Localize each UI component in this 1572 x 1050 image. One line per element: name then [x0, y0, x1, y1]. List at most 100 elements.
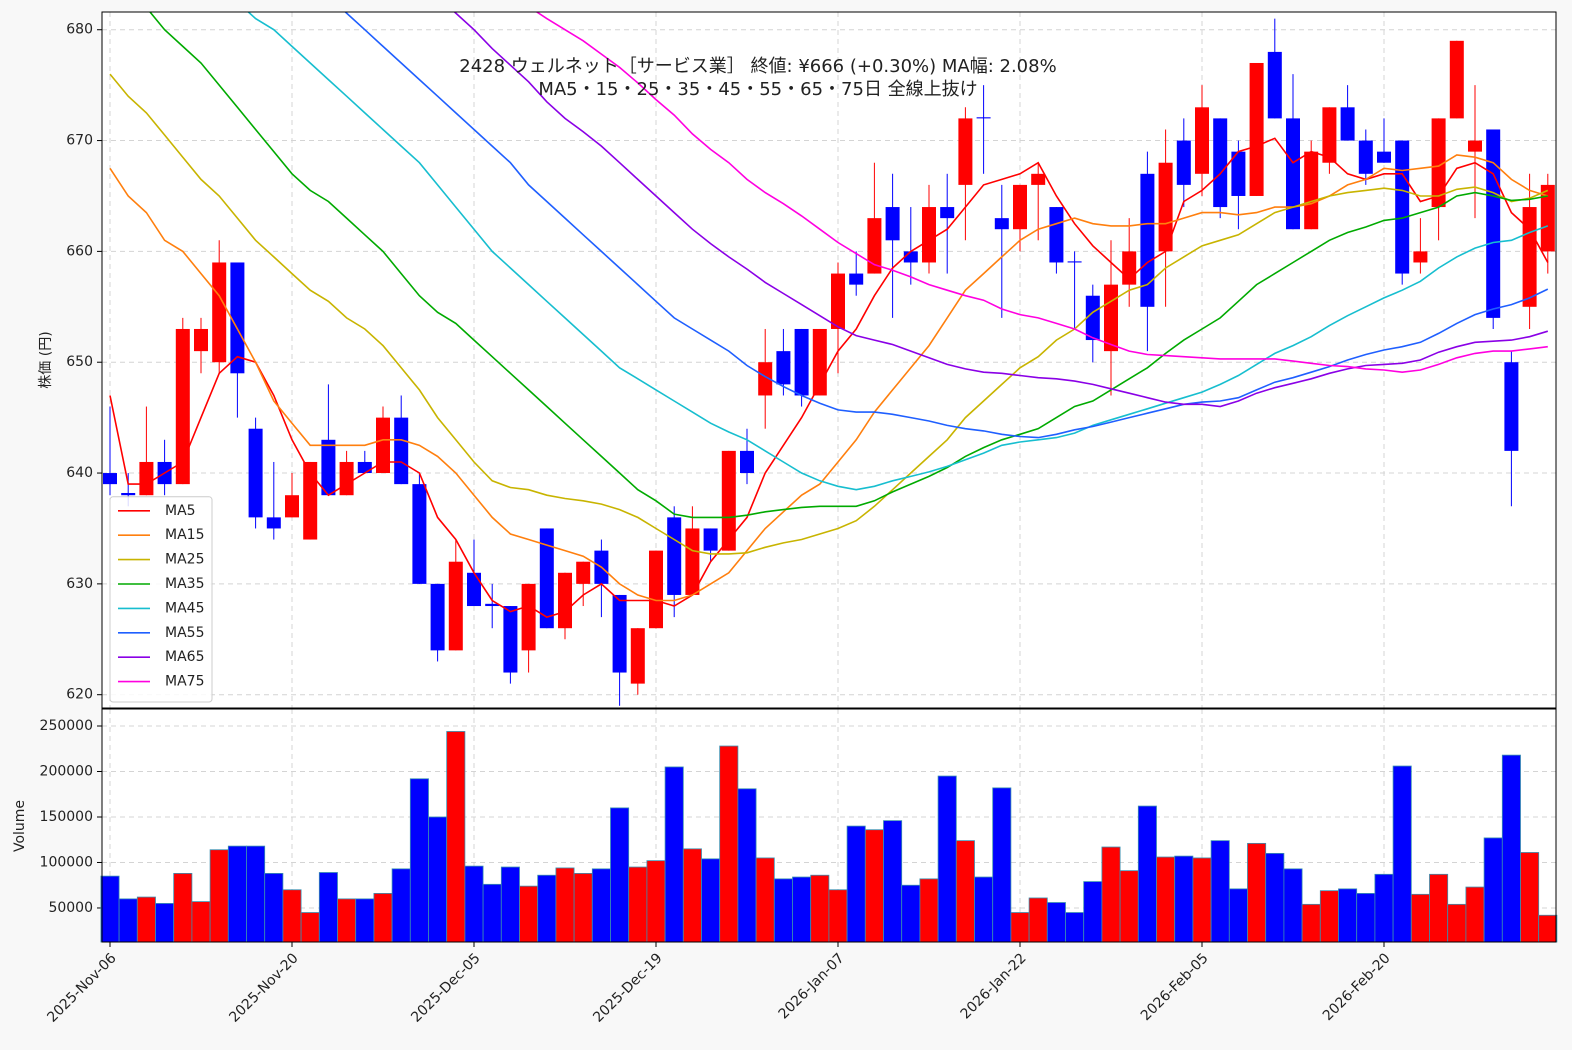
candle-body [503, 606, 518, 673]
candle-body [485, 603, 500, 607]
legend-box [109, 496, 213, 703]
candle-body [1104, 284, 1118, 352]
y-tick-label: 670 [66, 133, 93, 149]
candle-body [685, 528, 700, 595]
candle-body [721, 450, 736, 551]
candle-body [248, 428, 263, 518]
volume-bar [1046, 902, 1066, 943]
volume-bar [664, 766, 684, 943]
candle-body [1522, 207, 1537, 307]
y-tick-label: 250000 [40, 718, 93, 734]
x-tick-label: 2025-Nov-06 [44, 950, 119, 1025]
volume-bar [1156, 856, 1176, 943]
candle-body [1231, 151, 1246, 196]
volume-bar [118, 898, 138, 943]
volume-bar [1447, 903, 1467, 943]
volume-bar [1101, 846, 1121, 943]
candle-body [576, 561, 591, 584]
volume-bar [1410, 893, 1430, 943]
candle-body [1267, 51, 1282, 119]
legend-label: MA25 [165, 552, 204, 568]
y-tick-label: 630 [66, 576, 93, 592]
candle-body [885, 207, 900, 241]
x-tick-label: 2025-Nov-20 [226, 950, 301, 1025]
volume-bar [1538, 914, 1558, 943]
volume-bar [846, 825, 866, 943]
ma-line [535, 12, 1548, 374]
volume-bar [100, 875, 120, 943]
candle-body [903, 251, 918, 263]
volume-bar [1283, 868, 1303, 943]
chart-title: 2428 ウェルネット［サービス業］ 終値: ¥666 (+0.30%) MA幅… [459, 56, 1056, 77]
candle-body [175, 328, 190, 485]
candle-body [1249, 62, 1264, 196]
volume-bar [155, 903, 175, 943]
volume-bar [992, 787, 1012, 943]
volume-bar [1520, 852, 1540, 943]
candle-body [703, 528, 718, 551]
volume-bar [209, 849, 229, 943]
candle-body [448, 561, 463, 651]
volume-bar [555, 867, 575, 943]
chart-subtitle: MA5・15・25・35・45・55・65・75日 全線上抜け [538, 79, 977, 100]
volume-bar [300, 912, 320, 943]
volume-bar [701, 858, 721, 943]
candle-body [1158, 162, 1173, 252]
candle-body [303, 461, 318, 540]
volume-bar [1028, 897, 1048, 943]
candle-body [1358, 140, 1373, 174]
candle-body [958, 118, 973, 185]
legend-label: MA5 [165, 503, 196, 519]
volume-bar [1338, 888, 1358, 943]
candle-body [430, 583, 445, 651]
ma-line [453, 12, 1549, 408]
candle-body [103, 473, 117, 485]
volume-bar [1465, 886, 1485, 943]
volume-bar [500, 866, 520, 943]
volume-bar [537, 874, 557, 943]
candle-body [1322, 107, 1337, 163]
candle-body [1013, 184, 1027, 230]
x-tick-label: 2025-Dec-19 [590, 950, 665, 1025]
legend-label: MA55 [165, 625, 204, 641]
volume-bar [1010, 912, 1030, 943]
volume-bar [719, 745, 739, 943]
ma-line [109, 137, 1549, 618]
candle-body [539, 528, 554, 629]
volume-bar [282, 889, 302, 943]
candle-body [758, 362, 773, 396]
volume-bar [810, 874, 830, 943]
y-axis-label: 株価 (円) [38, 331, 54, 388]
candle-body [667, 517, 682, 595]
volume-bar [1483, 837, 1503, 943]
candle-body [121, 492, 136, 496]
volume-bar [1247, 842, 1267, 943]
candle-body [376, 417, 390, 474]
candle-body [794, 328, 809, 396]
candle-body [867, 218, 882, 274]
volume-bar [737, 788, 757, 943]
y-tick-label: 650 [66, 354, 93, 370]
volume-bar [755, 857, 775, 943]
candle-body [1340, 107, 1355, 141]
volume-bar [373, 893, 393, 943]
candle-body [558, 572, 572, 629]
x-tick-label: 2026-Jan-07 [776, 950, 848, 1022]
volume-bar [318, 872, 338, 943]
candle-body [1431, 118, 1446, 208]
candle-body [1085, 295, 1100, 341]
candle-body [339, 461, 354, 496]
volume-bar [864, 829, 884, 943]
volume-bar [773, 878, 793, 943]
volume-bar [1319, 890, 1339, 943]
volume-bar [828, 889, 848, 943]
volume-bar [446, 731, 466, 943]
volume-bar [173, 873, 193, 943]
ma-line [247, 12, 1549, 491]
candle-body [649, 550, 663, 629]
legend-label: MA35 [165, 576, 204, 592]
volume-bar [246, 845, 266, 943]
volume-bar [1065, 912, 1085, 943]
volume-bar [1083, 881, 1103, 943]
legend-label: MA65 [165, 649, 204, 665]
